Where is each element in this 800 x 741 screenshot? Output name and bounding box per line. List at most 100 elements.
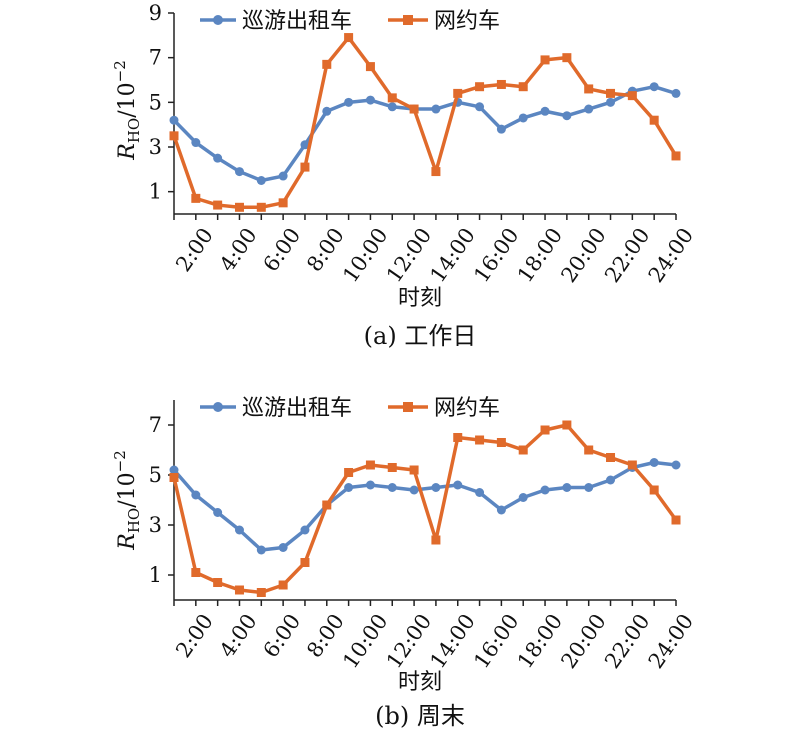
data-point-ridehail bbox=[627, 460, 637, 470]
data-point-ridehail bbox=[256, 202, 266, 212]
x-tick-label: 18:00 bbox=[513, 610, 567, 673]
data-point-ridehail bbox=[191, 568, 201, 577]
x-tick-label: 24:00 bbox=[644, 610, 698, 673]
data-point-ridehail bbox=[671, 151, 681, 161]
data-point-ridehail bbox=[344, 33, 354, 43]
data-point-ridehail bbox=[453, 433, 463, 442]
y-tick-label: 1 bbox=[149, 563, 162, 587]
data-point-ridehail bbox=[671, 515, 681, 525]
data-point-ridehail bbox=[213, 578, 223, 587]
x-tick-label: 14:00 bbox=[425, 610, 479, 673]
legend-label-taxi: 巡游出租车 bbox=[242, 396, 352, 421]
data-point-ridehail bbox=[540, 425, 550, 435]
y-tick-label: 7 bbox=[149, 413, 162, 437]
data-point-taxi bbox=[453, 480, 463, 490]
chart-caption: (b) 周末 bbox=[375, 702, 465, 730]
data-point-ridehail bbox=[540, 55, 550, 65]
data-point-ridehail bbox=[365, 62, 375, 72]
data-point-ridehail bbox=[496, 438, 506, 447]
y-axis-title-unit: /10 bbox=[115, 472, 140, 507]
data-point-taxi bbox=[256, 545, 266, 555]
data-point-ridehail bbox=[234, 585, 244, 595]
data-point-taxi bbox=[191, 490, 201, 500]
y-axis-title-unit: /10 bbox=[115, 82, 140, 117]
y-tick-label: 9 bbox=[149, 1, 162, 25]
y-tick-label: 5 bbox=[149, 463, 162, 487]
legend-marker-taxi bbox=[213, 402, 223, 412]
y-axis-title-symbol: R bbox=[115, 533, 140, 551]
data-point-taxi bbox=[234, 167, 244, 177]
data-point-taxi bbox=[234, 525, 244, 535]
x-tick-label: 4:00 bbox=[215, 610, 262, 662]
x-tick-label: 24:00 bbox=[644, 224, 698, 287]
data-point-taxi bbox=[606, 97, 616, 107]
y-axis-title-subscript: HO bbox=[125, 508, 143, 533]
data-point-taxi bbox=[518, 493, 528, 502]
data-point-ridehail bbox=[191, 193, 201, 203]
data-point-taxi bbox=[409, 485, 419, 495]
y-tick-label: 3 bbox=[149, 513, 162, 537]
data-point-ridehail bbox=[627, 91, 637, 101]
data-point-ridehail bbox=[322, 59, 332, 69]
y-tick-label: 1 bbox=[149, 180, 162, 204]
series-line-ridehail bbox=[172, 423, 678, 595]
x-tick-label: 14:00 bbox=[425, 224, 479, 287]
data-point-taxi bbox=[584, 483, 594, 492]
legend-label-ridehail: 网约车 bbox=[434, 396, 500, 421]
data-point-ridehail bbox=[518, 445, 528, 455]
data-point-ridehail bbox=[475, 435, 485, 445]
data-point-ridehail bbox=[453, 88, 463, 98]
data-point-taxi bbox=[475, 102, 485, 112]
data-point-ridehail bbox=[256, 588, 266, 597]
data-point-taxi bbox=[387, 102, 397, 112]
data-point-taxi bbox=[169, 115, 179, 125]
y-axis-title-symbol: R bbox=[115, 143, 140, 161]
data-point-ridehail bbox=[562, 420, 572, 430]
data-point-ridehail bbox=[278, 580, 288, 590]
data-point-ridehail bbox=[649, 115, 659, 125]
x-tick-label: 12:00 bbox=[382, 610, 436, 673]
legend: 巡游出租车 网约车 bbox=[200, 9, 500, 34]
data-point-taxi bbox=[300, 140, 310, 150]
data-point-taxi bbox=[671, 460, 681, 470]
x-tick-label: 2:00 bbox=[171, 610, 218, 662]
data-point-taxi bbox=[213, 153, 223, 163]
data-point-ridehail bbox=[431, 167, 441, 177]
data-point-ridehail bbox=[300, 558, 310, 567]
x-tick-label: 2:00 bbox=[171, 224, 218, 276]
chart-weekend: 13572:004:006:008:0010:0012:0014:0016:00… bbox=[111, 396, 698, 730]
x-tick-label: 6:00 bbox=[259, 224, 306, 276]
data-point-ridehail bbox=[606, 88, 616, 98]
x-axis-title: 时刻 bbox=[398, 286, 442, 311]
legend-marker-ridehail bbox=[403, 402, 413, 412]
y-axis-title-exponent: −2 bbox=[111, 450, 129, 472]
x-tick-label: 16:00 bbox=[469, 610, 523, 673]
data-point-ridehail bbox=[169, 131, 179, 141]
y-axis-title-subscript: HO bbox=[125, 118, 143, 143]
data-point-taxi bbox=[540, 485, 550, 495]
data-point-taxi bbox=[584, 104, 594, 114]
x-tick-label: 10:00 bbox=[338, 610, 392, 673]
series-line-taxi bbox=[172, 84, 677, 183]
data-point-ridehail bbox=[387, 463, 397, 472]
chart-weekday: 135792:004:006:008:0010:0012:0014:0016:0… bbox=[111, 1, 698, 350]
data-point-ridehail bbox=[213, 200, 223, 210]
x-tick-label: 4:00 bbox=[215, 224, 262, 276]
data-point-ridehail bbox=[409, 104, 419, 114]
data-point-ridehail bbox=[584, 445, 594, 455]
data-point-ridehail bbox=[344, 468, 354, 477]
y-axis-title: RHO/10−2 bbox=[111, 450, 143, 551]
x-tick-label: 12:00 bbox=[382, 224, 436, 287]
legend-label-taxi: 巡游出租车 bbox=[242, 9, 352, 34]
data-point-taxi bbox=[278, 171, 288, 181]
data-point-ridehail bbox=[409, 465, 419, 475]
x-tick-label: 22:00 bbox=[600, 610, 654, 673]
data-point-taxi bbox=[169, 465, 179, 475]
data-point-taxi bbox=[256, 176, 266, 185]
data-point-ridehail bbox=[606, 453, 616, 462]
legend: 巡游出租车 网约车 bbox=[200, 396, 500, 421]
y-axis-title-exponent: −2 bbox=[111, 60, 129, 82]
data-point-ridehail bbox=[278, 198, 288, 208]
data-point-taxi bbox=[671, 88, 681, 98]
